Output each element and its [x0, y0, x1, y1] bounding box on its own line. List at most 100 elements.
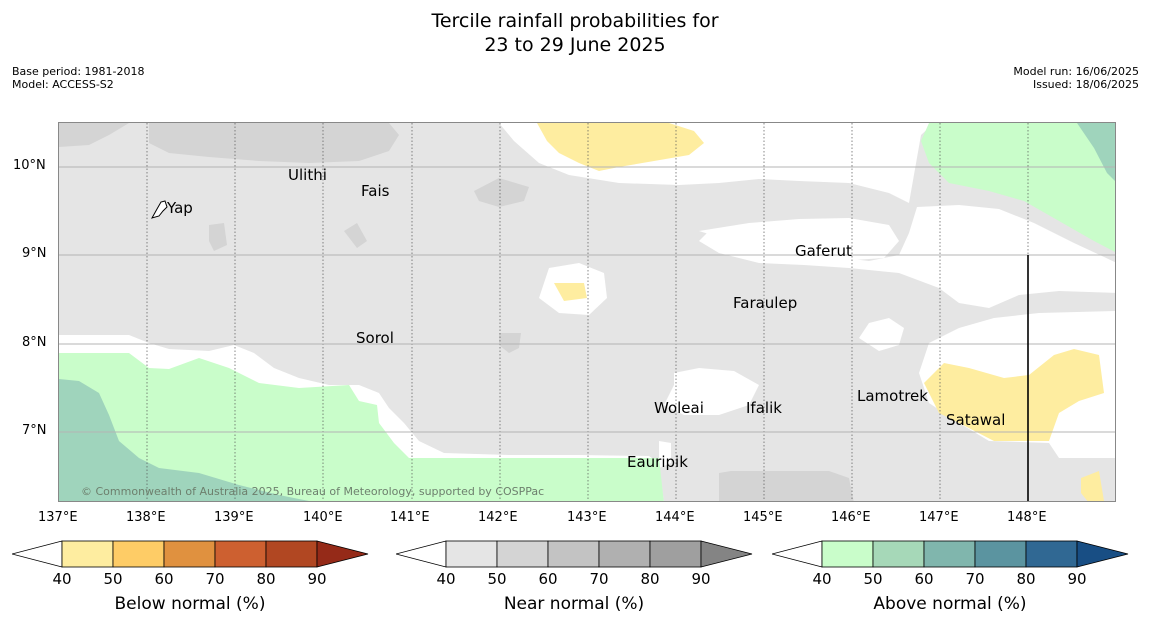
colorbar-extend-low [10, 540, 63, 568]
grid-lines [59, 123, 1115, 501]
lon-label-141e: 141°E [390, 510, 430, 525]
lon-label-137e: 137°E [38, 510, 78, 525]
near-tick-60: 60 [538, 570, 558, 588]
title-line-1: Tercile rainfall probabilities for [431, 10, 719, 32]
near-normal-mid-blob-b [209, 223, 227, 251]
map-shading [59, 123, 1115, 501]
colorbar-swatch [496, 540, 549, 568]
white-gap-south-east [664, 368, 759, 415]
below-normal-centre [554, 283, 587, 301]
colorbar-swatch [821, 540, 874, 568]
colorbar-below-normal [10, 540, 370, 572]
above-tick-80: 80 [1016, 570, 1036, 588]
model-name: Model: ACCESS-S2 [12, 78, 114, 91]
below-normal-southeast [1081, 471, 1104, 501]
copyright-notice: © Commonwealth of Australia 2025, Bureau… [81, 485, 545, 498]
lon-label-143e: 143°E [567, 510, 607, 525]
colorbar-swatch [163, 540, 216, 568]
colorbar-below-swatches [10, 540, 369, 568]
colorbar-swatch [598, 540, 651, 568]
lat-label-9n: 9°N [22, 246, 47, 261]
meta-left: Base period: 1981-2018 Model: ACCESS-S2 [12, 65, 144, 91]
below-tick-60: 60 [154, 570, 174, 588]
lon-label-142e: 142°E [478, 510, 518, 525]
colorbar-extend-high [316, 540, 369, 568]
near-tick-80: 80 [640, 570, 660, 588]
above-normal-label: Above normal (%) [873, 594, 1027, 614]
near-tick-70: 70 [589, 570, 609, 588]
near-tick-40: 40 [436, 570, 456, 588]
lon-label-140e: 140°E [303, 510, 343, 525]
yap-island-icon [150, 200, 168, 219]
above-normal-northeast [921, 123, 1115, 252]
above-tick-50: 50 [863, 570, 883, 588]
near-tick-50: 50 [487, 570, 507, 588]
below-normal-east [924, 349, 1104, 441]
lon-label-146e: 146°E [831, 510, 871, 525]
colorbar-above-swatches [770, 540, 1129, 568]
lon-label-138e: 138°E [126, 510, 166, 525]
map-title: Tercile rainfall probabilities for 23 to… [0, 9, 1150, 57]
colorbar-above-normal [770, 540, 1130, 572]
place-eauripik: Eauripik [627, 453, 688, 471]
above-normal-southwest-mid [59, 379, 309, 501]
colorbar-extend-high [1076, 540, 1129, 568]
near-normal-mid-blob-c [344, 223, 367, 248]
near-normal-mid-north [149, 123, 399, 163]
colorbar-near-normal [394, 540, 754, 572]
place-satawal: Satawal [946, 411, 1006, 429]
colorbar-swatch [547, 540, 600, 568]
below-normal-label: Below normal (%) [114, 594, 266, 614]
lon-label-144e: 144°E [655, 510, 695, 525]
place-woleai: Woleai [654, 399, 704, 417]
colorbar-swatch [445, 540, 498, 568]
colorbar-swatch [1025, 540, 1078, 568]
above-normal-southwest [59, 353, 664, 501]
above-tick-60: 60 [914, 570, 934, 588]
above-tick-70: 70 [965, 570, 985, 588]
near-normal-mid-blob-d [499, 333, 521, 353]
colorbar-swatch [61, 540, 114, 568]
near-normal-mid-south [719, 471, 854, 501]
colorbar-extend-low [770, 540, 823, 568]
below-tick-70: 70 [205, 570, 225, 588]
place-lamotrek: Lamotrek [857, 387, 928, 405]
colorbar-swatch [974, 540, 1027, 568]
map-panel [58, 122, 1116, 502]
below-tick-40: 40 [52, 570, 72, 588]
place-ulithi: Ulithi [288, 166, 327, 184]
white-hole-south-centre [659, 441, 671, 468]
lat-label-10n: 10°N [13, 158, 46, 173]
white-gap-north-east [699, 218, 899, 261]
colorbar-near-swatches [394, 540, 753, 568]
colorbar-swatch [872, 540, 925, 568]
below-tick-80: 80 [256, 570, 276, 588]
place-faraulep: Faraulep [733, 294, 798, 312]
lon-label-147e: 147°E [919, 510, 959, 525]
meta-right: Model run: 16/06/2025 Issued: 18/06/2025 [1013, 65, 1139, 91]
near-normal-label: Near normal (%) [503, 594, 645, 614]
lat-label-8n: 8°N [22, 335, 47, 350]
below-normal-north [537, 123, 704, 171]
colorbar-extend-low [394, 540, 447, 568]
above-tick-40: 40 [812, 570, 832, 588]
place-yap: Yap [167, 199, 193, 217]
near-normal-mid-northwest [59, 123, 129, 147]
below-tick-50: 50 [103, 570, 123, 588]
lat-label-7n: 7°N [22, 423, 47, 438]
lon-label-148e: 148°E [1007, 510, 1047, 525]
place-ifalik: Ifalik [746, 399, 782, 417]
issued-date: Issued: 18/06/2025 [1032, 78, 1139, 91]
below-tick-90: 90 [307, 570, 327, 588]
title-line-2: 23 to 29 June 2025 [484, 34, 666, 56]
near-normal-mid-blob-a [474, 178, 529, 207]
white-hole-east [859, 318, 904, 351]
colorbar-extend-high [700, 540, 753, 568]
base-period: Base period: 1981-2018 [12, 65, 145, 78]
colorbar-swatch [265, 540, 318, 568]
near-tick-90: 90 [691, 570, 711, 588]
colorbar-swatch [649, 540, 702, 568]
model-run: Model run: 16/06/2025 [1013, 65, 1139, 78]
colorbar-swatch [923, 540, 976, 568]
above-tick-90: 90 [1067, 570, 1087, 588]
